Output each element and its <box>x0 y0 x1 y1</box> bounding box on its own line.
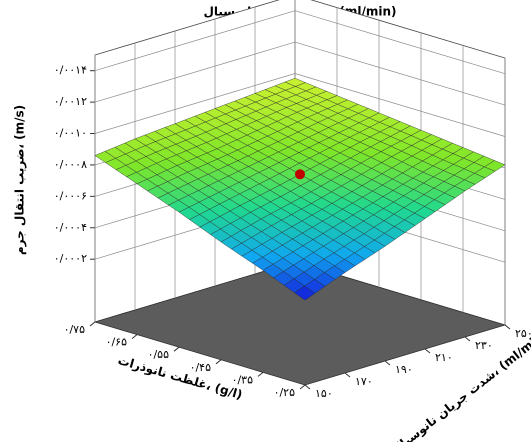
tick-mark <box>215 359 222 365</box>
tick-mark <box>131 334 138 339</box>
tick-mark <box>384 360 391 366</box>
x-tick-label: ۰/۶۵ <box>106 336 128 349</box>
tick-mark <box>299 384 306 390</box>
x-tick-label: ۰/۳۵ <box>232 373 254 386</box>
y-tick-label: ۱۹۰ <box>395 363 413 376</box>
z-tick-label: ۰/۰۰۰۸ <box>54 158 87 171</box>
y-tick-label: ۱۵۰ <box>315 387 333 400</box>
y-tick-label: ۲۵۰ <box>515 327 531 340</box>
tick-mark <box>304 384 311 390</box>
x-tick-label: ۰/۲۵ <box>274 386 296 399</box>
x-tick-label: ۰/۵۵ <box>148 348 170 361</box>
x-tick-label: ۰/۷۵ <box>64 323 86 336</box>
z-axis-label: ضریب انتقال جرم، (m/s) <box>13 105 28 255</box>
z-tick-label: ۰/۰۰۱۰ <box>54 127 87 140</box>
z-tick-label: ۰/۰۰۱۲ <box>54 95 87 108</box>
y-tick-label: ۱۷۰ <box>355 375 373 388</box>
design-point <box>295 169 305 180</box>
tick-mark <box>424 348 431 354</box>
z-tick-label: ۰/۰۰۱۴ <box>54 64 87 77</box>
tick-mark <box>344 372 351 378</box>
z-tick-label: ۰/۰۰۰۶ <box>54 189 87 202</box>
y-tick-label: ۲۱۰ <box>435 351 453 364</box>
tick-mark <box>257 372 264 377</box>
z-tick-label: ۰/۰۰۰۴ <box>54 221 87 234</box>
z-tick-label: ۰/۰۰۰۲ <box>54 252 87 265</box>
tick-mark <box>464 336 471 342</box>
tick-mark <box>173 346 180 352</box>
surface-patch <box>294 285 316 301</box>
tick-mark <box>504 324 511 330</box>
tick-mark <box>89 321 96 327</box>
x-tick-label: ۰/۴۵ <box>190 361 212 374</box>
y-tick-label: ۲۳۰ <box>475 339 493 352</box>
